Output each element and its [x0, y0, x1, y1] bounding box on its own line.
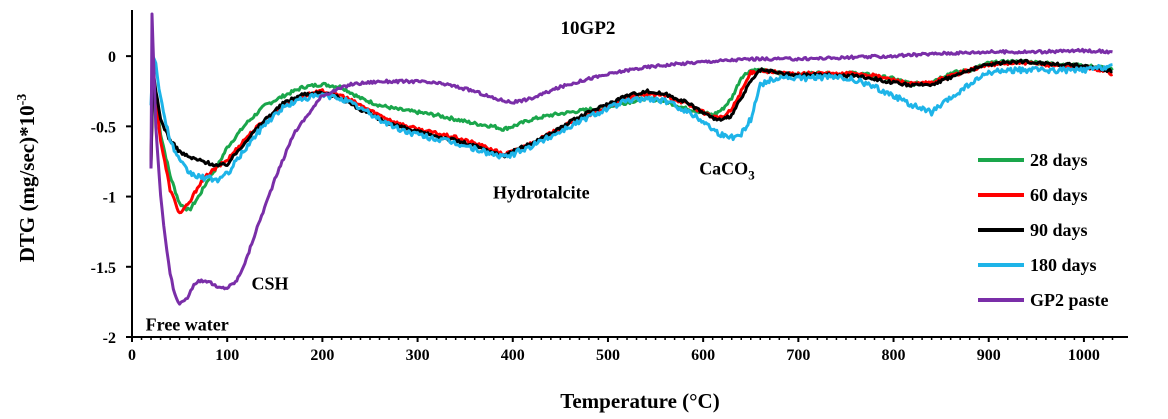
x-tick-label: 100: [215, 347, 239, 364]
legend-label-3: 180 days: [1030, 255, 1097, 275]
x-tick-label: 800: [882, 347, 906, 364]
series-line-4: [149, 12, 1113, 306]
y-tick-label: 0: [108, 49, 116, 66]
legend-label-1: 60 days: [1030, 185, 1088, 205]
chart-title: 10GP2: [561, 18, 616, 39]
series-line-2: [149, 58, 1113, 169]
legend-label-2: 90 days: [1030, 220, 1088, 240]
y-tick-label: -1: [103, 190, 116, 207]
y-axis-title-exponent: -3: [15, 94, 30, 106]
x-tick-label: 200: [310, 347, 334, 364]
axes: 0 100 200 300 400 500 600 700 800 900 1000 0 -0.5 -1 -…: [91, 10, 1128, 364]
plot-lines: [149, 12, 1114, 306]
y-tick-label: -0.5: [91, 119, 116, 136]
series-line-3: [149, 54, 1113, 184]
legend-label-4: GP2 paste: [1030, 290, 1109, 310]
x-tick-label: 500: [596, 347, 620, 364]
x-tick-label: 300: [406, 347, 430, 364]
annotation-0: Free water: [146, 314, 229, 334]
x-tick-label: 0: [128, 347, 136, 364]
x-axis-title: Temperature (°C): [560, 389, 719, 413]
series-line-0: [149, 58, 1114, 212]
y-axis-title: DTG (mg/sec)*10-3: [15, 94, 39, 263]
x-tick-label: 400: [501, 347, 525, 364]
y-axis-title-main: DTG (mg/sec)*10: [15, 105, 39, 262]
y-tick-label: -1.5: [91, 260, 116, 277]
annotation-3: CaCO3: [699, 158, 755, 182]
x-tick-label: 700: [786, 347, 810, 364]
x-tick-label: 600: [691, 347, 715, 364]
x-tick-label: 1000: [1068, 347, 1100, 364]
legend: 28 days 60 days 90 days 180 days GP2 paste: [978, 150, 1109, 310]
annotation-1: CSH: [252, 274, 289, 294]
annotations: Free water CSH Hydrotalcite CaCO3: [146, 158, 756, 334]
x-tick-label: 900: [977, 347, 1001, 364]
y-tick-label: -2: [103, 330, 116, 347]
annotation-2: Hydrotalcite: [493, 182, 590, 202]
legend-label-0: 28 days: [1030, 150, 1088, 170]
